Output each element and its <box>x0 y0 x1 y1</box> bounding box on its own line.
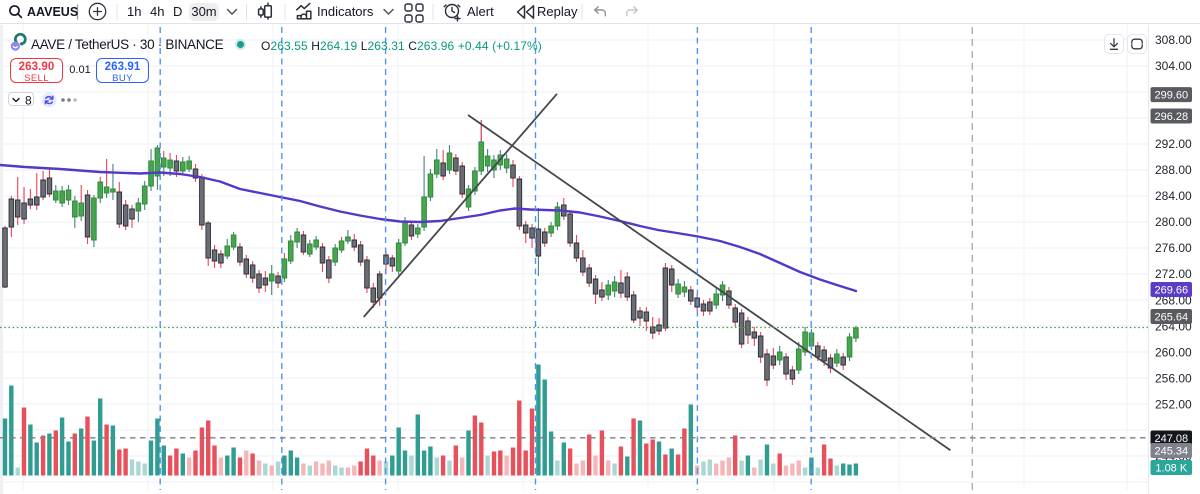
svg-text:276.00: 276.00 <box>1155 241 1192 255</box>
svg-text:1.08 K: 1.08 K <box>1155 463 1187 475</box>
svg-text:292.00: 292.00 <box>1155 137 1192 151</box>
svg-text:265.64: 265.64 <box>1154 312 1188 324</box>
svg-text:256.00: 256.00 <box>1155 372 1192 386</box>
svg-text:272.00: 272.00 <box>1155 267 1192 281</box>
svg-text:269.66: 269.66 <box>1154 285 1188 297</box>
svg-text:268.00: 268.00 <box>1155 294 1192 308</box>
svg-text:247.08: 247.08 <box>1154 433 1188 445</box>
svg-text:245.34: 245.34 <box>1154 446 1188 458</box>
svg-text:288.00: 288.00 <box>1155 163 1192 177</box>
svg-text:8: 8 <box>25 94 32 108</box>
svg-text:252.00: 252.00 <box>1155 398 1192 412</box>
svg-text:284.00: 284.00 <box>1155 189 1192 203</box>
svg-text:280.00: 280.00 <box>1155 215 1192 229</box>
svg-text:299.60: 299.60 <box>1154 90 1188 102</box>
svg-text:260.00: 260.00 <box>1155 346 1192 360</box>
svg-text:304.00: 304.00 <box>1155 59 1192 73</box>
svg-text:308.00: 308.00 <box>1155 33 1192 47</box>
svg-text:296.28: 296.28 <box>1154 111 1188 123</box>
